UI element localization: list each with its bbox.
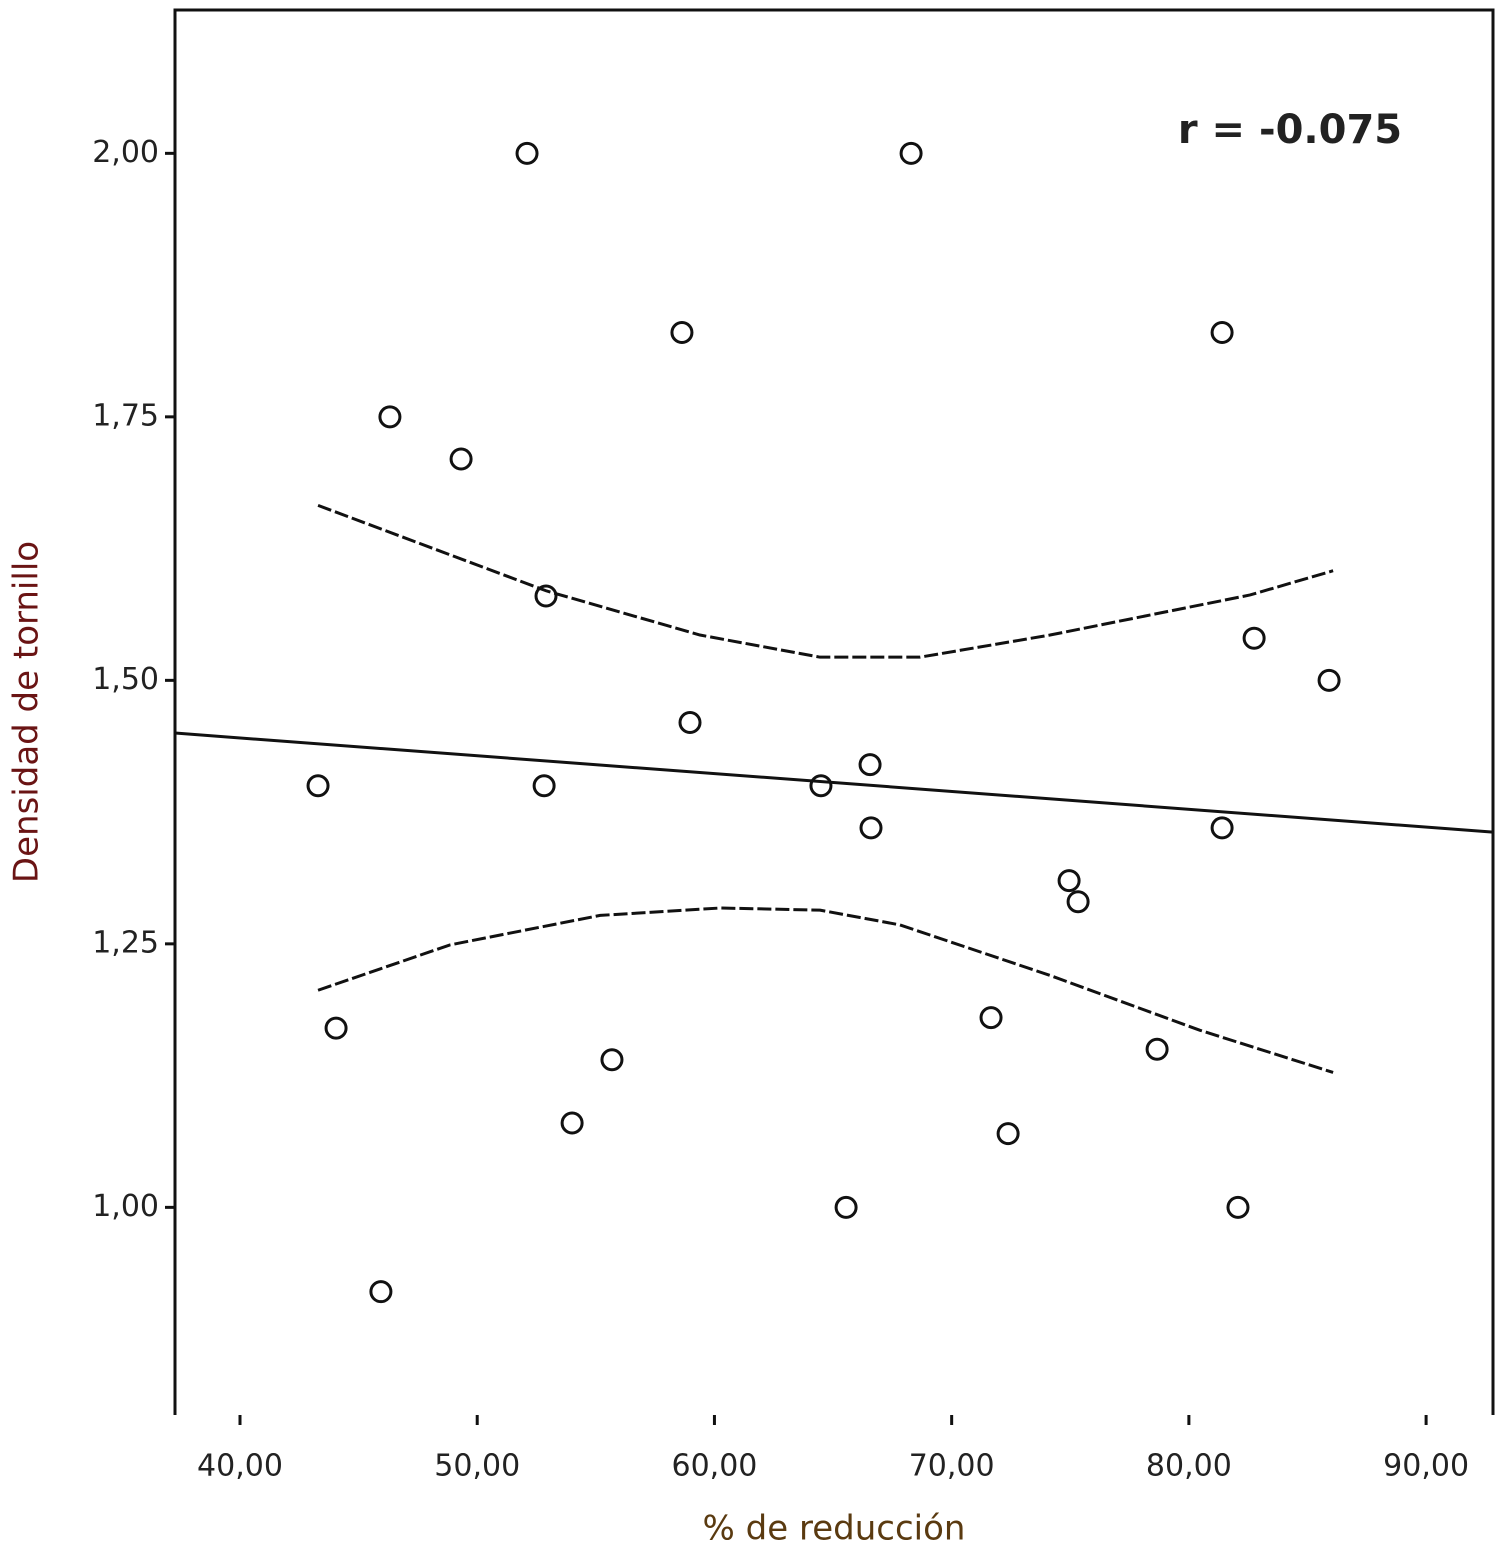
- point: [1210, 816, 1234, 840]
- point: [1057, 869, 1081, 893]
- point: [859, 816, 883, 840]
- point: [858, 753, 882, 777]
- point: [449, 447, 473, 471]
- x-tick-label: 50,00: [434, 1449, 520, 1484]
- point: [1210, 321, 1234, 345]
- point: [809, 774, 833, 798]
- point: [1066, 890, 1090, 914]
- point: [600, 1048, 624, 1072]
- point: [560, 1111, 584, 1135]
- x-tick-label: 70,00: [909, 1449, 995, 1484]
- y-tick-label: 1,25: [92, 925, 159, 960]
- y-tick-label: 2,00: [92, 135, 159, 170]
- x-tick-label: 90,00: [1383, 1449, 1469, 1484]
- x-tick-label: 80,00: [1146, 1449, 1232, 1484]
- point: [534, 584, 558, 608]
- y-tick-label: 1,75: [92, 398, 159, 433]
- point: [369, 1280, 393, 1304]
- point: [1242, 626, 1266, 650]
- point: [1226, 1195, 1250, 1219]
- point: [996, 1122, 1020, 1146]
- annotation: r = -0.075: [1178, 107, 1402, 153]
- point: [1145, 1037, 1169, 1061]
- point: [670, 321, 694, 345]
- confidence-band: [317, 503, 1334, 659]
- y-tick-label: 1,00: [92, 1189, 159, 1224]
- x-tick-label: 60,00: [671, 1449, 757, 1484]
- fit-line: [174, 731, 1494, 834]
- y-axis-title: Densidad de tornillo: [7, 541, 47, 883]
- point: [678, 711, 702, 735]
- point: [1317, 668, 1341, 692]
- point: [532, 774, 556, 798]
- confidence-band: [317, 906, 1334, 1074]
- point: [324, 1016, 348, 1040]
- x-axis-title: % de reducción: [703, 1509, 966, 1549]
- point: [515, 141, 539, 165]
- x-tick-label: 40,00: [197, 1449, 283, 1484]
- plot-frame: [173, 8, 1495, 1415]
- point: [306, 774, 330, 798]
- point: [834, 1195, 858, 1219]
- y-tick-label: 1,50: [92, 662, 159, 697]
- point: [899, 141, 923, 165]
- point: [378, 405, 402, 429]
- point: [979, 1006, 1003, 1030]
